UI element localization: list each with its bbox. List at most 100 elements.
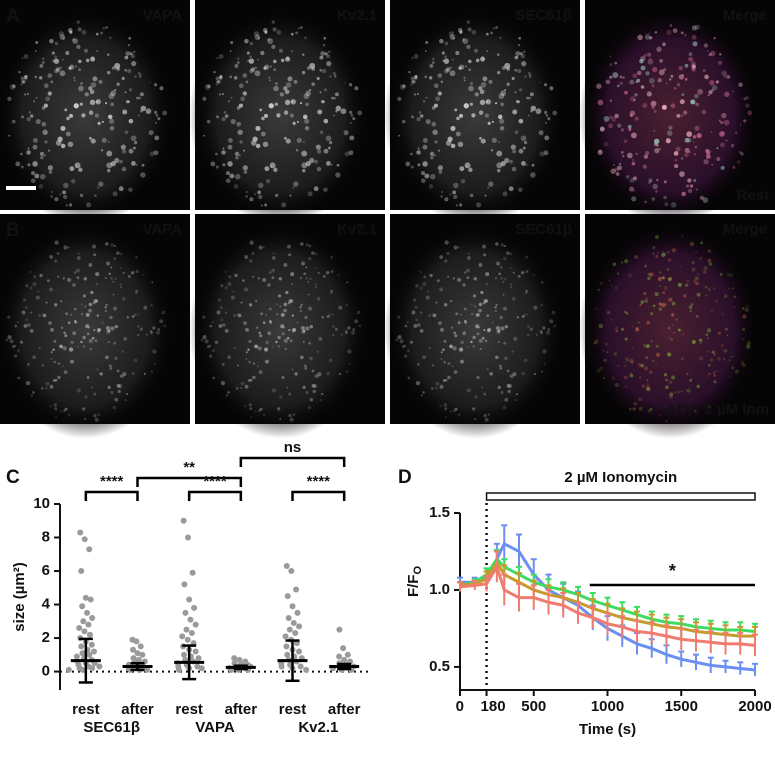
puncta xyxy=(114,62,121,69)
puncta xyxy=(32,100,36,103)
puncta xyxy=(299,306,302,309)
puncta xyxy=(54,407,58,411)
puncta xyxy=(73,307,77,311)
puncta xyxy=(523,358,528,363)
puncta xyxy=(223,111,227,114)
puncta xyxy=(417,163,421,167)
puncta xyxy=(419,114,424,118)
puncta xyxy=(619,81,623,85)
puncta xyxy=(691,267,696,272)
puncta xyxy=(646,320,651,325)
puncta xyxy=(321,99,325,104)
puncta xyxy=(222,363,225,366)
puncta xyxy=(88,308,92,313)
puncta xyxy=(444,41,449,46)
puncta xyxy=(422,100,426,103)
puncta xyxy=(689,379,693,382)
puncta xyxy=(248,58,255,64)
puncta xyxy=(438,149,440,152)
data-point xyxy=(336,653,343,660)
data-point xyxy=(340,645,347,652)
puncta xyxy=(428,346,431,349)
puncta xyxy=(73,79,76,82)
puncta xyxy=(593,341,597,345)
puncta xyxy=(410,152,413,156)
puncta xyxy=(67,277,72,283)
puncta xyxy=(429,173,436,180)
puncta xyxy=(325,53,331,59)
puncta xyxy=(650,100,657,107)
puncta xyxy=(11,345,15,349)
puncta xyxy=(281,202,287,208)
puncta xyxy=(708,364,711,367)
puncta xyxy=(288,253,292,257)
puncta xyxy=(603,358,607,362)
puncta xyxy=(34,75,38,79)
puncta xyxy=(76,388,81,393)
puncta xyxy=(647,272,651,276)
puncta xyxy=(99,372,103,376)
puncta xyxy=(278,276,283,281)
puncta xyxy=(88,302,93,307)
puncta xyxy=(273,167,278,172)
puncta xyxy=(468,59,472,64)
puncta xyxy=(281,376,285,379)
puncta xyxy=(414,74,418,78)
puncta xyxy=(694,125,700,131)
puncta xyxy=(459,30,463,34)
puncta xyxy=(510,144,516,150)
data-point xyxy=(86,546,93,553)
puncta xyxy=(249,259,253,263)
puncta xyxy=(50,80,54,84)
puncta xyxy=(686,373,689,376)
puncta xyxy=(59,344,63,348)
puncta xyxy=(210,161,216,167)
puncta xyxy=(78,85,84,92)
puncta xyxy=(535,108,542,115)
puncta xyxy=(307,280,310,283)
puncta xyxy=(410,76,415,81)
puncta xyxy=(528,75,532,78)
puncta xyxy=(248,360,252,364)
puncta xyxy=(238,314,242,318)
puncta xyxy=(45,387,48,390)
puncta xyxy=(715,299,718,303)
puncta xyxy=(64,108,68,112)
puncta xyxy=(399,339,404,344)
significance-bracket xyxy=(239,456,346,467)
puncta xyxy=(313,186,319,192)
puncta xyxy=(721,313,724,316)
puncta xyxy=(656,251,659,254)
puncta xyxy=(233,184,239,189)
puncta xyxy=(292,186,295,189)
puncta xyxy=(335,105,342,112)
puncta xyxy=(258,182,264,189)
puncta xyxy=(459,30,463,34)
puncta xyxy=(67,28,73,33)
puncta xyxy=(94,417,99,422)
puncta xyxy=(85,312,90,317)
puncta xyxy=(730,143,735,148)
puncta xyxy=(693,153,697,156)
data-point xyxy=(186,596,193,603)
puncta xyxy=(305,102,309,107)
puncta xyxy=(627,124,632,129)
puncta xyxy=(734,369,739,374)
puncta xyxy=(518,148,524,154)
data-point xyxy=(84,609,91,616)
puncta xyxy=(716,369,719,373)
puncta xyxy=(724,91,730,98)
puncta xyxy=(490,31,493,35)
puncta xyxy=(345,304,348,307)
puncta xyxy=(728,287,731,290)
puncta xyxy=(457,141,464,148)
puncta xyxy=(96,100,99,103)
data-point xyxy=(182,609,189,616)
puncta xyxy=(519,52,523,56)
puncta xyxy=(96,50,98,52)
puncta xyxy=(713,380,717,384)
puncta xyxy=(509,375,512,378)
puncta xyxy=(75,65,77,68)
data-point xyxy=(183,626,190,633)
puncta xyxy=(552,110,558,116)
